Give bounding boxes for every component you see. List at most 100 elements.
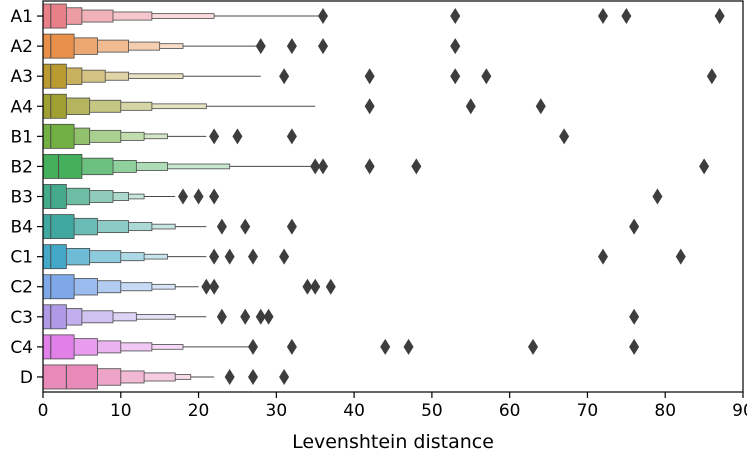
category-label-a1: A1	[11, 7, 33, 27]
category-label-b1: B1	[11, 127, 33, 147]
outlier-point	[310, 158, 321, 175]
box-level-1	[42, 93, 67, 119]
outlier-point	[403, 338, 414, 355]
outlier-point	[232, 128, 243, 145]
box-group-b4	[42, 214, 640, 240]
box-group-a2	[42, 33, 461, 59]
category-label-b2: B2	[11, 157, 33, 177]
box-group-c4	[42, 334, 640, 360]
outlier-point	[629, 308, 640, 325]
outlier-point	[598, 248, 608, 265]
outlier-point	[318, 38, 328, 55]
box-level-1	[42, 274, 75, 300]
outlier-point	[364, 158, 375, 175]
x-tick-label: 70	[577, 401, 599, 421]
outlier-point	[528, 338, 538, 355]
box-level-1	[42, 304, 67, 330]
outlier-point	[364, 68, 375, 85]
box-group-b2	[42, 153, 710, 179]
x-tick-label: 50	[421, 401, 443, 421]
category-label-a3: A3	[11, 67, 33, 87]
category-label-c2: C2	[10, 278, 33, 298]
outlier-point	[286, 338, 297, 355]
x-axis: 0 10 20 30 40 50 60 70 80 90	[38, 392, 747, 421]
outlier-point	[224, 248, 235, 265]
outlier-point	[629, 338, 640, 355]
outlier-point	[450, 38, 461, 55]
x-tick-label: 80	[654, 401, 676, 421]
outlier-point	[255, 38, 266, 55]
outlier-point	[209, 278, 220, 295]
box-level-1	[42, 63, 67, 89]
outlier-point	[216, 218, 227, 235]
outlier-point	[263, 308, 274, 325]
category-label-c1: C1	[10, 248, 33, 268]
box-group-a4	[42, 93, 546, 119]
outlier-point	[706, 68, 717, 85]
box-group-d	[42, 364, 290, 390]
outlier-point	[318, 8, 328, 25]
outlier-point	[216, 308, 227, 325]
outlier-point	[279, 68, 290, 85]
x-tick-label: 10	[110, 401, 132, 421]
x-tick-label: 60	[499, 401, 521, 421]
outlier-point	[255, 308, 266, 325]
x-tick-label: 40	[343, 401, 365, 421]
outlier-point	[286, 38, 297, 55]
category-label-c4: C4	[10, 338, 33, 358]
x-axis-title: Levenshtein distance	[292, 431, 494, 453]
x-tick-label: 30	[266, 401, 288, 421]
plot-area	[42, 3, 725, 390]
outlier-point	[209, 128, 220, 145]
box-level-1	[42, 334, 75, 360]
box-level-1	[42, 3, 67, 29]
outlier-point	[240, 218, 251, 235]
outlier-point	[699, 158, 710, 175]
category-label-b3: B3	[11, 188, 33, 208]
outlier-point	[193, 188, 204, 205]
outlier-point	[535, 98, 546, 115]
outlier-point	[450, 68, 461, 85]
box-group-b3	[42, 184, 663, 209]
outlier-point	[598, 8, 608, 25]
outlier-point	[621, 8, 632, 25]
outlier-point	[248, 338, 258, 355]
outlier-point	[465, 98, 476, 115]
outlier-point	[364, 98, 375, 115]
box-level-1	[42, 153, 83, 179]
outlier-point	[675, 248, 686, 265]
box-level-1	[42, 184, 67, 209]
outlier-point	[559, 128, 570, 145]
outlier-point	[209, 188, 220, 205]
x-tick-label: 0	[38, 401, 49, 421]
outlier-point	[652, 188, 663, 205]
outlier-point	[302, 278, 313, 295]
outlier-point	[209, 248, 220, 265]
box-group-c3	[42, 304, 640, 330]
box-group-c1	[42, 244, 686, 270]
outlier-point	[411, 158, 422, 175]
outlier-point	[279, 368, 290, 385]
outlier-point	[201, 278, 212, 295]
outlier-point	[714, 8, 725, 25]
outlier-point	[248, 368, 258, 385]
category-label-d: D	[20, 368, 33, 388]
box-group-c2	[42, 274, 336, 300]
box-level-1	[42, 214, 75, 240]
x-tick-label: 20	[188, 401, 210, 421]
box-level-1	[42, 364, 98, 390]
outlier-point	[224, 368, 235, 385]
x-tick-label: 90	[732, 401, 747, 421]
outlier-point	[325, 278, 336, 295]
outlier-point	[318, 158, 328, 175]
y-axis: A1 A2 A3 A4 B1 B2 B3 B4 C1 C2 C3 C4 D	[10, 7, 43, 388]
outlier-point	[240, 308, 251, 325]
outlier-point	[450, 8, 461, 25]
box-group-a1	[42, 3, 725, 29]
category-label-a4: A4	[11, 97, 33, 117]
box-level-1	[42, 123, 75, 149]
outlier-point	[178, 188, 188, 205]
outlier-point	[481, 68, 492, 85]
box-level-1	[42, 33, 75, 59]
